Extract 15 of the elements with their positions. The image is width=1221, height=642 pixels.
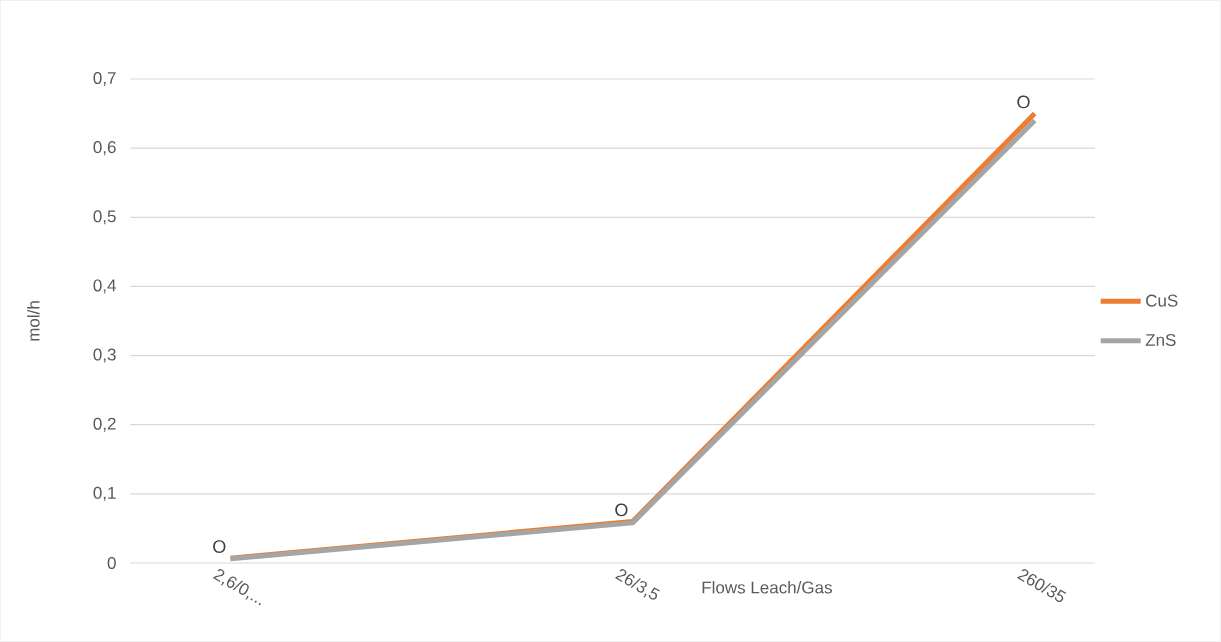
y-tick-label: 0,2 <box>93 417 116 432</box>
y-tick-label: 0,3 <box>93 348 116 363</box>
y-tick-label: 0,7 <box>93 71 116 87</box>
y-tick-label: 0,5 <box>93 210 116 225</box>
y-tick-label: 0,6 <box>93 141 116 156</box>
legend-label: ZnS <box>1145 333 1176 347</box>
y-tick-label: 0,4 <box>93 279 116 294</box>
y-tick-label: 0 <box>107 556 116 570</box>
y-axis-title: mol/h <box>27 301 40 341</box>
annotation: O <box>213 540 226 553</box>
legend-label: CuS <box>1146 294 1178 307</box>
annotation: O <box>615 503 628 517</box>
x-axis-title: Flows Leach/Gas <box>702 581 832 594</box>
annotation: O <box>1017 95 1030 109</box>
y-tick-label: 0,1 <box>93 486 116 501</box>
